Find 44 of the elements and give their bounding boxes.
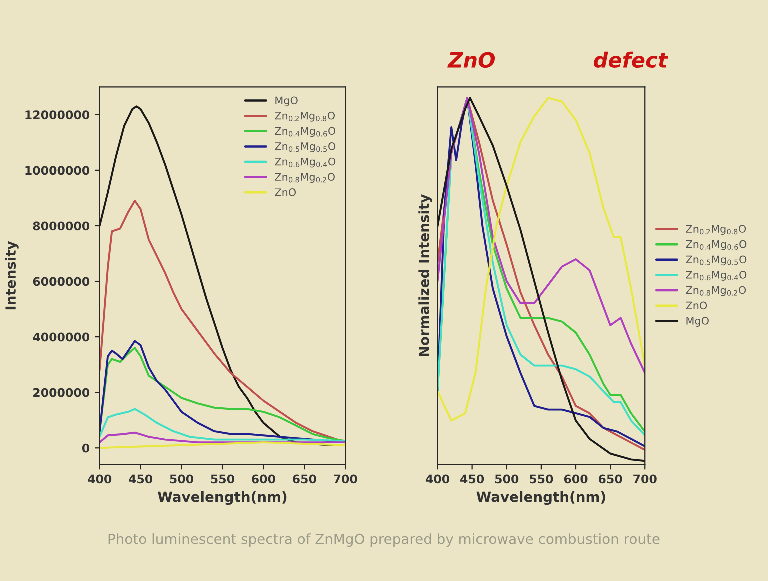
legend-label: Zn$_{0.5}$Mg$_{0.5}$O <box>275 142 336 152</box>
text: ZnO <box>448 52 496 68</box>
y-tick-label: 8000000 <box>33 222 90 231</box>
x-tick-label: 500 <box>495 474 519 484</box>
legend-label: MgO <box>686 317 709 327</box>
x-tick-label: 650 <box>598 474 622 484</box>
legend-label: ZnO <box>686 302 708 310</box>
x-tick-label: 500 <box>170 474 194 484</box>
legend-label: Zn$_{0.5}$Mg$_{0.5}$O <box>686 256 747 266</box>
text: defect <box>594 52 668 68</box>
legend-label: Zn$_{0.8}$Mg$_{0.2}$O <box>275 173 335 184</box>
y-tick-label: 12000000 <box>26 110 90 120</box>
y-tick-label: 4000000 <box>33 332 90 342</box>
legend-label: Zn$_{0.2}$Mg$_{0.8}$O <box>686 225 746 236</box>
y-tick-label: 6000000 <box>33 277 90 286</box>
x-tick-label: 450 <box>460 474 484 484</box>
y-tick-label: 0 <box>82 444 90 453</box>
text: Photo luminescent spectra of ZnMgO prepared by microwave combustion route <box>108 534 660 548</box>
x-tick-label: 450 <box>129 474 153 484</box>
legend-label: Zn$_{0.2}$Mg$_{0.8}$O <box>275 112 335 122</box>
x-tick-label: 700 <box>334 474 358 484</box>
legend-label: ZnO <box>275 188 296 196</box>
x-axis-title: Wavelength(nm) <box>158 492 287 506</box>
legend-label: Zn$_{0.6}$Mg$_{0.4}$O <box>686 271 747 281</box>
line-series <box>100 408 346 442</box>
line-series <box>100 432 346 444</box>
x-tick-label: 400 <box>88 474 112 484</box>
x-axis-title: Wavelength(nm) <box>476 492 606 506</box>
x-tick-label: 400 <box>426 474 450 484</box>
x-tick-label: 700 <box>634 474 657 484</box>
y-axis-title: Normalized Intensity <box>418 194 432 356</box>
legend-label: Zn$_{0.4}$Mg$_{0.6}$O <box>275 127 336 138</box>
y-tick-label: 10000000 <box>26 166 90 176</box>
legend-label: Zn$_{0.6}$Mg$_{0.4}$O <box>275 158 336 168</box>
x-tick-label: 600 <box>252 474 276 484</box>
legend-label: MgO <box>276 96 298 107</box>
x-tick-label: 600 <box>564 474 588 484</box>
x-tick-label: 550 <box>211 474 234 484</box>
y-tick-label: 2000000 <box>34 388 90 398</box>
legend-label: Zn$_{0.4}$Mg$_{0.6}$O <box>686 240 747 250</box>
y-axis-title: Intensity <box>5 241 19 310</box>
legend-label: Zn$_{0.8}$Mg$_{0.2}$O <box>686 286 746 296</box>
x-tick-label: 550 <box>530 474 554 484</box>
x-tick-label: 650 <box>293 474 316 484</box>
